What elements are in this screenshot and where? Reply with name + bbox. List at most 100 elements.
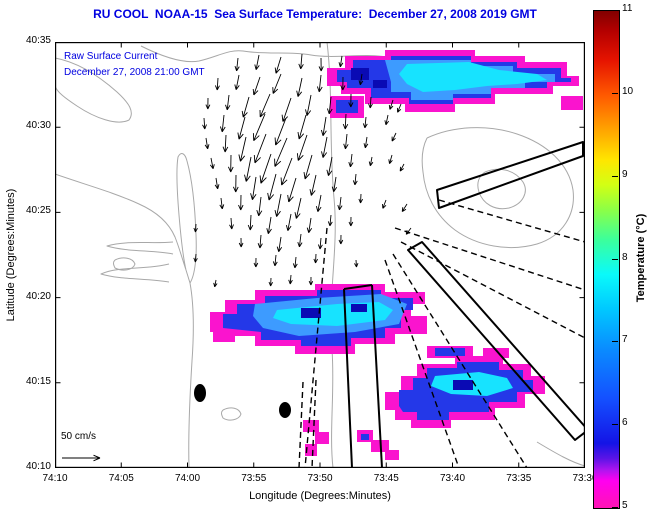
colorbar-tick-label: 10 xyxy=(622,85,634,97)
current-vector-arrow xyxy=(305,94,312,116)
current-vector-arrow xyxy=(219,197,225,210)
boundary-corridor-vertical xyxy=(343,284,383,468)
x-tick-label: 73:55 xyxy=(241,473,267,484)
x-tick-label: 73:40 xyxy=(439,473,466,484)
y-tick-label: 40:25 xyxy=(25,205,51,217)
current-vector-arrow xyxy=(327,214,333,227)
y-tick-label: 40:20 xyxy=(25,290,51,302)
current-vector-arrow xyxy=(384,114,390,126)
sst-patch-ne-navy1 xyxy=(351,68,369,80)
current-vector-arrow xyxy=(285,213,292,231)
current-vector-arrow xyxy=(298,53,304,70)
current-vector-arrow xyxy=(241,96,250,118)
coastline-rivers xyxy=(100,241,174,283)
x-axis-label: Longitude (Degrees:Minutes) xyxy=(249,490,391,502)
current-vector-arrow xyxy=(342,113,349,130)
sst-patch-ne-tail-blue xyxy=(336,100,358,113)
current-vector-arrow xyxy=(234,57,240,72)
current-vector-arrow xyxy=(209,157,215,170)
current-vector-arrow xyxy=(321,136,328,158)
current-vector-arrow xyxy=(252,76,261,96)
coastline-nj-shore xyxy=(188,282,194,468)
sst-fragment-east-magenta xyxy=(561,96,583,110)
current-vector-arrow xyxy=(225,94,231,111)
current-vector-arrow xyxy=(259,93,271,118)
scale-arrow-label: 50 cm/s xyxy=(61,431,97,442)
current-vector-arrow xyxy=(388,99,394,110)
current-vector-arrow xyxy=(292,256,298,269)
contour-loop-east-inner xyxy=(477,168,526,210)
current-vector-arrow xyxy=(348,153,354,168)
x-tick-label: 73:30 xyxy=(572,473,598,484)
current-vector-arrow xyxy=(326,156,333,176)
current-vector-arrow xyxy=(326,96,333,115)
sst-patch-central-navy2 xyxy=(351,304,367,312)
current-vector-arrow xyxy=(253,257,259,268)
boundary-corridor-diagonal xyxy=(407,241,585,441)
current-vector-arrow xyxy=(280,157,293,186)
current-vector-arrow xyxy=(214,77,220,91)
current-vector-arrow xyxy=(253,133,267,164)
current-vector-arrow xyxy=(274,56,282,74)
current-vector-arrow xyxy=(399,163,405,172)
current-vector-arrow xyxy=(205,97,211,110)
current-vector-arrow xyxy=(204,137,210,150)
current-vector-arrow xyxy=(232,174,239,193)
boundary-parallelogram-ne xyxy=(436,141,584,209)
current-vector-arrow xyxy=(338,55,344,68)
sst-bit2 xyxy=(315,432,329,444)
figure-title: RU COOL NOAA-15 Sea Surface Temperature:… xyxy=(93,7,537,21)
dashed-channel-a xyxy=(298,381,304,468)
current-vector-arrow xyxy=(250,176,257,200)
colorbar-tick-label: 7 xyxy=(622,334,628,346)
y-tick-label: 40:30 xyxy=(25,120,51,132)
x-tick-label: 73:50 xyxy=(307,473,333,484)
current-vector-arrow xyxy=(222,134,229,153)
current-vector-arrow xyxy=(213,279,218,288)
current-vector-arrow xyxy=(287,177,297,203)
current-vector-arrow xyxy=(219,114,226,133)
current-vector-arrow xyxy=(368,96,373,109)
ellipse-marker-west xyxy=(194,384,206,402)
current-vector-arrow xyxy=(296,134,308,161)
current-vector-arrow xyxy=(202,117,207,130)
contour-corner xyxy=(536,441,585,467)
current-vector-arrow xyxy=(193,253,198,263)
annotation-current-time: December 27, 2008 21:00 GMT xyxy=(64,67,205,78)
current-vector-arrow xyxy=(313,253,318,264)
current-vector-arrow xyxy=(257,234,263,249)
current-vector-arrow xyxy=(266,216,272,235)
current-vector-arrow xyxy=(272,73,282,94)
current-vector-arrow xyxy=(368,156,374,167)
current-vector-arrow xyxy=(259,153,272,184)
sst-strip-blue xyxy=(435,348,465,356)
dashed-lane-0 xyxy=(438,199,585,243)
sst-bit1 xyxy=(303,420,319,432)
current-vector-arrow xyxy=(316,74,323,93)
sst-bit3 xyxy=(305,444,317,456)
sst-patch-central-navy1 xyxy=(301,308,321,318)
current-vector-arrow xyxy=(238,136,247,162)
current-vector-arrow xyxy=(348,216,354,227)
current-vector-arrow xyxy=(363,136,369,149)
colorbar-tick-mark xyxy=(612,258,618,260)
x-tick-label: 73:35 xyxy=(506,473,532,484)
colorbar-tick-label: 9 xyxy=(622,168,628,180)
current-vector-arrow xyxy=(274,137,288,167)
annotation-current-title: Raw Surface Current xyxy=(64,51,158,62)
current-vector-arrow xyxy=(401,203,408,212)
current-vector-arrow xyxy=(272,254,278,267)
current-vector-arrow xyxy=(338,234,344,245)
contour-small-a xyxy=(113,257,136,271)
dashed-lane-4 xyxy=(384,259,460,468)
current-vector-arrow xyxy=(254,54,260,70)
current-vector-arrow xyxy=(388,154,393,164)
current-vector-arrow xyxy=(247,214,254,231)
current-vector-arrow xyxy=(362,116,368,129)
current-vector-arrow xyxy=(193,223,198,233)
current-vector-arrow xyxy=(274,193,282,217)
sst-patch-se-navy xyxy=(453,380,473,390)
coastline-staten-island xyxy=(55,57,132,123)
sst-bit7 xyxy=(361,434,369,440)
